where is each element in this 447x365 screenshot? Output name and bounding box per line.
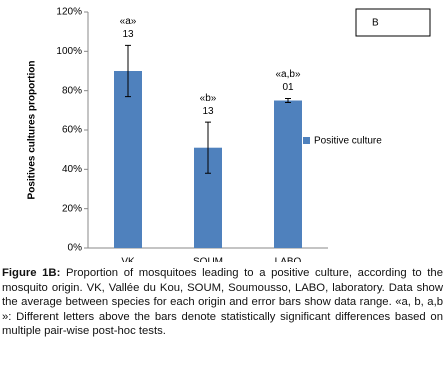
- sample-count: 13: [122, 29, 134, 40]
- sample-count: 01: [282, 82, 294, 93]
- error-bar: [285, 98, 291, 103]
- error-bar: [125, 44, 131, 98]
- sample-count: 13: [202, 106, 214, 117]
- x-tick-label: LABO: [275, 257, 302, 262]
- chart: B Positives cultures proportion 0% 20% 40%…: [27, 7, 431, 262]
- caption-label: Figure 1B:: [2, 267, 61, 279]
- panel-box: [355, 8, 431, 37]
- caption-text: Proportion of mosquitoes leading to a po…: [2, 267, 444, 338]
- significance-letter: «a,b»: [275, 69, 300, 80]
- y-tick-label: 80%: [62, 85, 82, 96]
- y-axis-label: Positives cultures proportion: [27, 61, 38, 200]
- bar: [114, 71, 142, 248]
- legend-label: Positive culture: [314, 136, 382, 147]
- y-tick-label: 120%: [56, 7, 82, 18]
- y-tick-label: 40%: [62, 164, 82, 175]
- y-tick-label: 100%: [56, 46, 82, 57]
- x-tick-label: SOUM: [193, 257, 223, 262]
- y-tick-label: 60%: [62, 125, 82, 136]
- error-bar: [205, 121, 211, 174]
- caption: Figure 1B: Proportion of mosquitoes lead…: [2, 266, 443, 339]
- bar: [274, 100, 302, 248]
- legend-swatch: [303, 137, 310, 144]
- panel-label: B: [372, 18, 379, 29]
- y-tick-label: 20%: [62, 203, 82, 214]
- significance-letter: «b»: [200, 93, 217, 104]
- x-tick-label: VK: [121, 257, 135, 262]
- y-tick-label: 0%: [68, 243, 83, 254]
- significance-letter: «a»: [120, 16, 137, 27]
